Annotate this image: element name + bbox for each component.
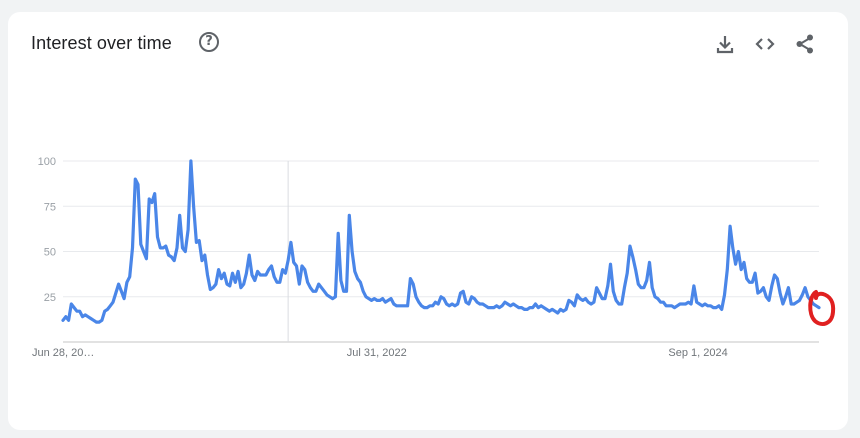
card-title: Interest over time [31,33,172,53]
embed-code-icon[interactable] [753,32,777,56]
y-tick-label: 100 [38,156,56,168]
y-tick-labels: 25 50 75 100 [38,156,56,304]
x-tick-label: Sep 1, 2024 [668,347,727,359]
y-tick-label: 75 [44,201,56,213]
x-tick-label: Jul 31, 2022 [347,347,407,359]
red-circle-marker [808,290,836,326]
interest-series-line [61,159,821,324]
download-icon[interactable] [713,32,737,56]
y-tick-label: 50 [44,247,56,259]
grid-lines [63,160,819,298]
x-tick-labels: Jun 28, 20… Jul 31, 2022 Sep 1, 2024 [32,347,728,359]
x-tick-label: Jun 28, 20… [32,347,94,359]
share-icon[interactable] [793,32,817,56]
help-circle-icon[interactable]: ? [199,32,219,52]
y-tick-label: 25 [44,292,56,304]
